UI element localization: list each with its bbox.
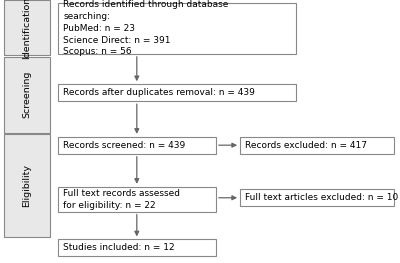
Text: Screening: Screening <box>22 71 32 118</box>
Text: Full text articles excluded: n = 10: Full text articles excluded: n = 10 <box>245 193 398 203</box>
Bar <box>240 189 394 206</box>
Bar <box>4 134 50 237</box>
Bar <box>4 57 50 133</box>
Text: Records screened: n = 439: Records screened: n = 439 <box>63 141 186 150</box>
Text: Full text records assessed
for eligibility: n = 22: Full text records assessed for eligibili… <box>63 189 180 210</box>
Text: Records identified through database
searching:
PubMed: n = 23
Science Direct: n : Records identified through database sear… <box>63 0 228 56</box>
Bar <box>58 84 296 101</box>
Bar <box>4 0 50 55</box>
Text: Identification: Identification <box>22 0 32 59</box>
Bar <box>58 187 216 212</box>
Text: Records after duplicates removal: n = 439: Records after duplicates removal: n = 43… <box>63 88 255 97</box>
Bar <box>240 137 394 154</box>
Bar <box>58 137 216 154</box>
Bar <box>58 3 296 54</box>
Text: Studies included: n = 12: Studies included: n = 12 <box>63 243 175 252</box>
Text: Records excluded: n = 417: Records excluded: n = 417 <box>245 141 367 150</box>
Bar <box>58 239 216 256</box>
Text: Eligibility: Eligibility <box>22 164 32 207</box>
